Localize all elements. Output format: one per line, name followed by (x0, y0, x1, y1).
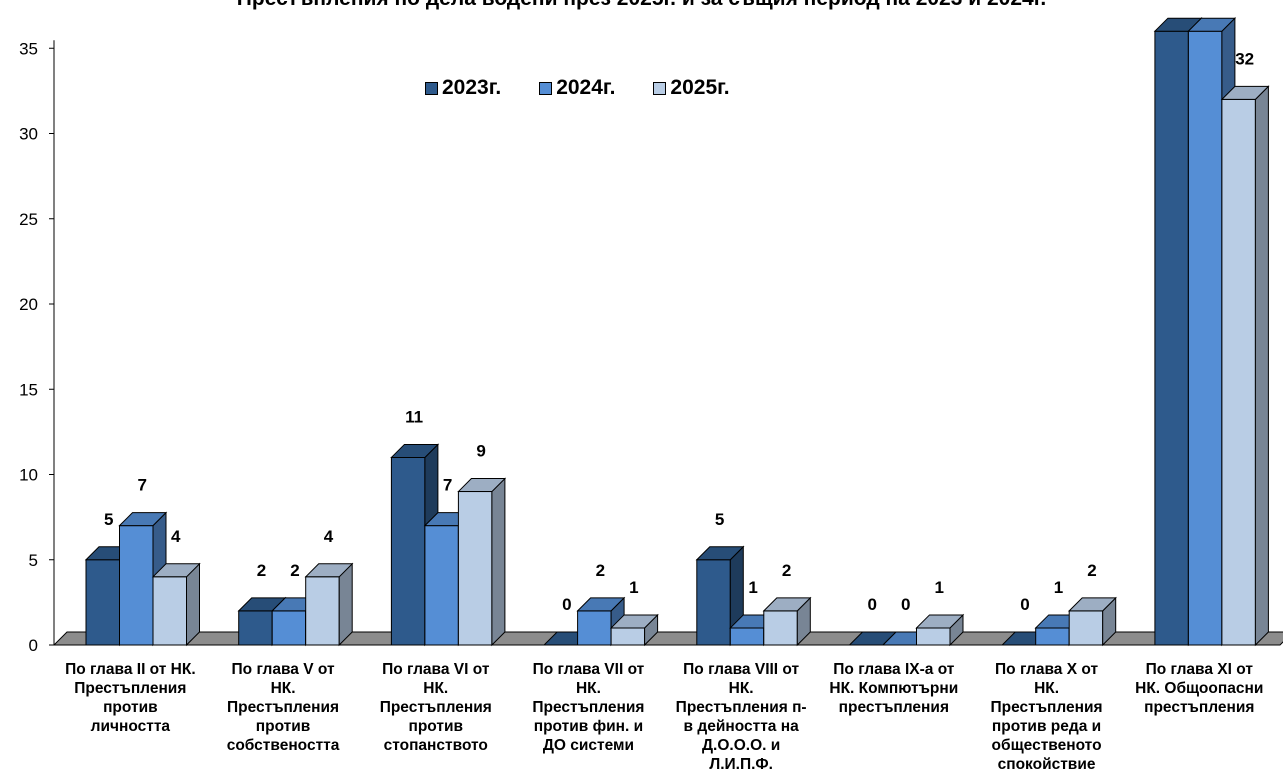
y-tick-label: 15 (19, 380, 38, 399)
y-tick-label: 5 (29, 551, 38, 570)
bar-side (186, 562, 200, 647)
bar-top (576, 597, 626, 612)
data-label: 2 (290, 561, 299, 580)
bar-front (577, 610, 612, 646)
data-label: 9 (476, 442, 485, 461)
bar-top (118, 512, 168, 527)
x-tick-label: По глава VI от НК. Престъпления против с… (379, 661, 492, 754)
bar-top (1067, 597, 1117, 612)
bar-front (1187, 30, 1223, 646)
x-tick-label: По глава V от НК. Престъпления против со… (226, 661, 340, 754)
legend-item-2023: 2023г. (425, 76, 501, 100)
bar-top (1220, 85, 1270, 100)
bar-top (390, 443, 440, 458)
bar-top (915, 614, 965, 629)
data-label: 5 (104, 510, 113, 529)
bar-front (152, 576, 187, 646)
data-label: 0 (1020, 595, 1029, 614)
legend-item-2024: 2024г. (539, 76, 615, 100)
bar-front (119, 525, 154, 646)
x-tick-label: По глава II от НК. Престъпления против л… (65, 661, 196, 735)
bar-top (151, 563, 201, 578)
data-label: 1 (629, 578, 638, 597)
bar-front (729, 627, 765, 646)
bar-front (238, 610, 273, 646)
y-tick-label: 0 (29, 636, 38, 655)
y-tick-label: 25 (19, 210, 38, 229)
chart-title: Престъпления по дела водени през 2025г. … (0, 0, 1283, 11)
legend-label-2025: 2025г. (670, 76, 730, 99)
data-label: 11 (405, 407, 423, 426)
bar-front (763, 610, 798, 646)
bar-top (762, 597, 812, 612)
bar-front (1154, 30, 1189, 646)
data-label: 1 (1054, 578, 1063, 597)
data-label: 0 (868, 595, 877, 614)
legend-label-2024: 2024г. (556, 76, 616, 99)
legend-swatch-2023 (425, 81, 438, 95)
bar-front (610, 627, 646, 646)
bar-front (305, 576, 340, 646)
x-tick-label: По глава IX-а от НК. Компютърни престъпл… (829, 661, 959, 716)
data-label: 2 (782, 561, 791, 580)
bar-top (457, 478, 507, 493)
bar-front (390, 456, 426, 646)
x-tick-label: По глава XI от НК. Общоопасни престъплен… (1135, 661, 1264, 716)
data-label: 4 (171, 527, 181, 546)
bar-top (1187, 17, 1237, 32)
bar-top (304, 563, 354, 578)
legend-swatch-2024 (539, 81, 553, 95)
data-label: 0 (562, 595, 571, 614)
legend: 2023г. 2024г. 2025г. (425, 76, 730, 100)
bar-front (696, 559, 731, 646)
bar-top (695, 546, 745, 561)
y-tick-label: 20 (19, 295, 38, 314)
x-tick-label: По глава VII от НК. Престъпления против … (532, 661, 645, 754)
data-label: 4 (324, 527, 334, 546)
bar-front (1068, 610, 1104, 646)
y-tick-label: 30 (19, 125, 38, 144)
bar-front (85, 559, 120, 646)
data-label: 0 (901, 595, 910, 614)
bar-top (609, 614, 659, 629)
data-label: 2 (1087, 561, 1096, 580)
data-label: 2 (257, 561, 266, 580)
data-label: 7 (138, 476, 147, 495)
data-label: 2 (596, 561, 605, 580)
bar-side (1254, 85, 1269, 647)
bar-side (338, 562, 353, 647)
bar-side (491, 477, 506, 647)
bar-front (1221, 98, 1256, 646)
bar-front (1035, 627, 1070, 646)
x-tick-label: По глава VIII от НК. Престъпления п- в д… (675, 661, 807, 773)
legend-label-2023: 2023г. (442, 76, 502, 99)
data-label: 1 (935, 578, 944, 597)
data-label: 5 (715, 510, 724, 529)
bar-front (271, 610, 307, 646)
bar-front (916, 627, 951, 646)
y-tick-label: 10 (19, 466, 38, 485)
data-label: 1 (748, 578, 757, 597)
bar-front (424, 525, 459, 646)
legend-item-2025: 2025г. (653, 76, 730, 100)
legend-swatch-2025 (653, 81, 667, 95)
x-tick-label: По глава X от НК. Престъпления против ре… (990, 661, 1103, 773)
bar-front (457, 491, 493, 646)
data-label: 7 (443, 476, 452, 495)
y-tick-label: 35 (19, 39, 38, 58)
data-label: 32 (1235, 49, 1254, 68)
